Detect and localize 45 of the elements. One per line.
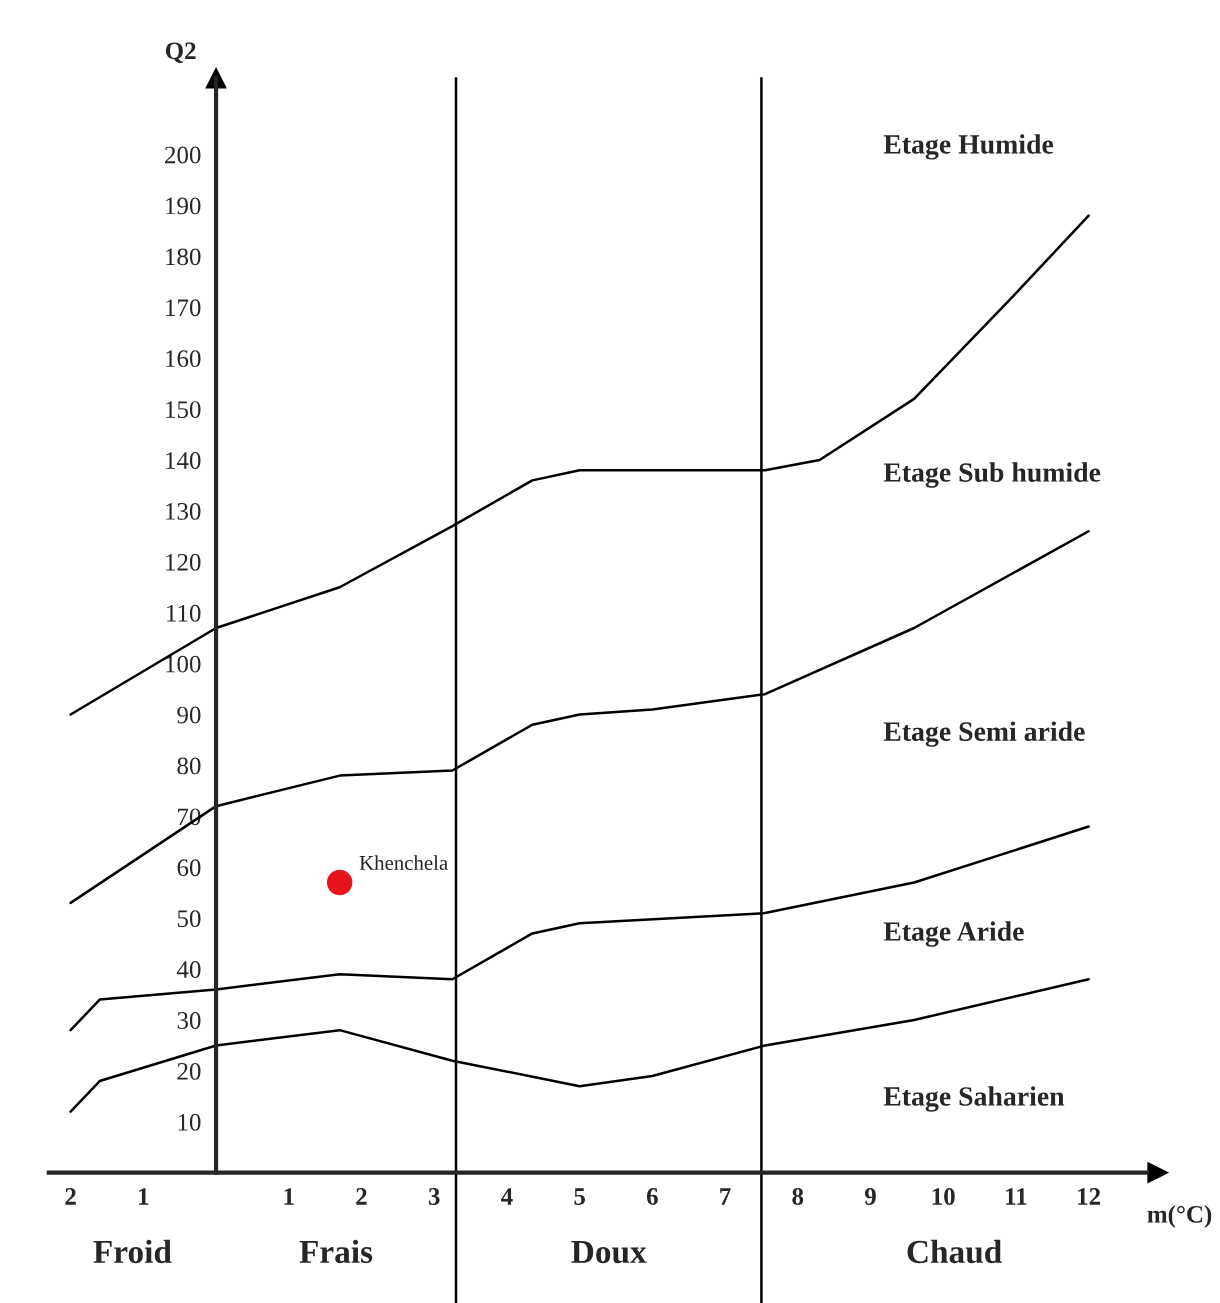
x-tick-label: 9 bbox=[864, 1188, 876, 1205]
y-tick-label: 100 bbox=[166, 655, 201, 673]
x-tick-label: 1 bbox=[284, 1188, 294, 1205]
x-tick-label: 2 bbox=[65, 1188, 76, 1205]
text: Froid bbox=[93, 1239, 172, 1264]
series-label: Khenchela bbox=[359, 855, 448, 870]
y-tick-label: 50 bbox=[177, 910, 201, 928]
y-tick-label: 40 bbox=[176, 961, 201, 978]
y-tick-label: 60 bbox=[177, 859, 201, 877]
x-tick-label: 5 bbox=[574, 1188, 585, 1205]
x-tick-label: 4 bbox=[501, 1188, 513, 1205]
x-tick-label: 2 bbox=[356, 1188, 367, 1205]
y-tick-label: 200 bbox=[165, 146, 201, 164]
x-tick-label: 7 bbox=[720, 1188, 731, 1205]
annotation: Etage Saharien bbox=[883, 1086, 1065, 1112]
y-tick-label: 130 bbox=[166, 502, 201, 520]
x-tick-label: 3 bbox=[428, 1188, 440, 1205]
y-tick-label: 120 bbox=[166, 553, 201, 571]
text: Frais bbox=[299, 1239, 373, 1264]
x-tick-label: 1 bbox=[139, 1188, 149, 1205]
y-tick-label: 190 bbox=[166, 197, 201, 215]
y-axis-title: Q2 bbox=[165, 42, 196, 64]
annotation: Etage Aride bbox=[883, 921, 1024, 947]
y-tick-label: 160 bbox=[166, 350, 201, 368]
x-axis-title: m(°C) bbox=[1147, 1205, 1212, 1228]
y-tick-label: 170 bbox=[166, 299, 201, 317]
y-tick-label: 110 bbox=[167, 604, 201, 622]
x-tick-label: 10 bbox=[932, 1188, 955, 1205]
y-tick-label: 90 bbox=[177, 706, 201, 724]
y-tick-label: 10 bbox=[178, 1113, 201, 1131]
y-tick-label: 20 bbox=[177, 1062, 201, 1080]
text: Doux bbox=[571, 1240, 647, 1264]
annotation: Etage Sub humide bbox=[883, 462, 1101, 488]
x-tick-label: 11 bbox=[1006, 1188, 1027, 1205]
annotation: Etage Humide bbox=[883, 134, 1054, 160]
x-tick-label: 6 bbox=[646, 1188, 658, 1205]
text: Chaud bbox=[907, 1239, 1002, 1264]
y-tick-label: 30 bbox=[177, 1012, 201, 1029]
x-tick-label: 8 bbox=[792, 1188, 804, 1205]
y-tick-label: 80 bbox=[177, 757, 201, 775]
x-tick-label: 12 bbox=[1078, 1188, 1101, 1205]
y-tick-label: 150 bbox=[166, 401, 201, 418]
y-tick-label: 140 bbox=[166, 452, 201, 469]
y-tick-label: 180 bbox=[166, 248, 201, 266]
annotation: Etage Semi aride bbox=[883, 721, 1085, 747]
